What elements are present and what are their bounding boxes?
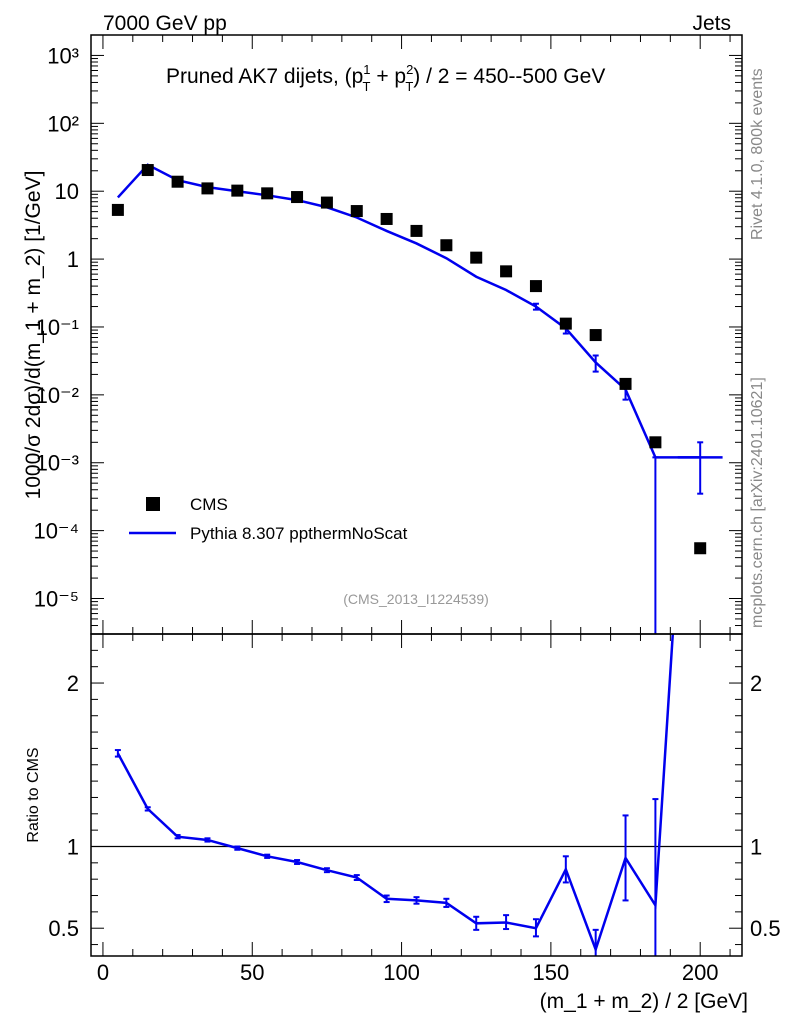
cms-data-point <box>141 164 154 177</box>
x-tick-label: 100 <box>383 960 420 985</box>
main-y-tick-label: 1 <box>67 247 79 272</box>
cms-data-point <box>500 265 513 278</box>
cms-data-point <box>559 317 572 330</box>
cms-data-point <box>350 205 363 218</box>
legend-cms-label: CMS <box>190 495 228 514</box>
ratio-y-tick-label-right: 1 <box>750 834 762 859</box>
x-tick-label: 50 <box>240 960 264 985</box>
cms-data-point <box>694 542 707 555</box>
cms-data-point <box>589 329 602 342</box>
side-label-top: Rivet 4.1.0, 800k events <box>749 68 766 240</box>
cms-data-point <box>320 196 333 209</box>
ratio-y-tick-label-left: 2 <box>67 671 79 696</box>
cms-data-point <box>231 184 244 197</box>
cms-data-point <box>171 175 184 188</box>
cms-data-point <box>261 187 274 200</box>
main-y-tick-label: 10⁻³ <box>36 451 79 476</box>
ratio-y-tick-label-left: 1 <box>67 834 79 859</box>
x-tick-label: 150 <box>533 960 570 985</box>
x-tick-label: 200 <box>682 960 719 985</box>
side-label-bottom: mcplots.cern.ch [arXiv:2401.10621] <box>749 377 766 628</box>
main-title: Pruned AK7 dijets, (p1 T + p2 T) / 2 = 450… <box>166 62 605 94</box>
cms-data-point <box>380 212 393 225</box>
cms-data-point <box>440 239 453 252</box>
main-y-tick-label: 10² <box>47 111 79 136</box>
main-panel-frame <box>90 34 743 635</box>
main-y-tick-label: 10⁻⁵ <box>34 587 79 612</box>
ratio-y-tick-label-right: 0.5 <box>750 916 781 941</box>
cms-data-point <box>529 280 542 293</box>
ratio-y-tick-label-left: 0.5 <box>48 916 79 941</box>
analysis-reference: (CMS_2013_I1224539) <box>343 591 489 607</box>
header-left: 7000 GeV pp <box>103 12 227 35</box>
ratio-y-axis-label: Ratio to CMS <box>25 747 42 842</box>
cms-data-point <box>649 436 662 449</box>
cms-data-point <box>111 203 124 216</box>
cms-data-point <box>291 191 304 204</box>
ratio-line <box>116 634 675 954</box>
main-y-tick-label: 10⁻⁴ <box>33 519 79 544</box>
cms-data-point <box>410 224 423 237</box>
main-y-axis-label: 1000/σ 2dσ)/d(m_1 + m_2) [1/GeV] <box>22 171 45 500</box>
legend: CMS Pythia 8.307 ppthermNoScat <box>129 495 408 543</box>
main-y-tick-label: 10 <box>55 179 79 204</box>
legend-cms-marker <box>146 497 160 511</box>
cms-data-point <box>201 182 214 195</box>
main-y-tick-label: 10³ <box>47 43 79 68</box>
ratio-panel-frame <box>90 633 743 957</box>
cms-data-point <box>619 377 632 390</box>
header-right: Jets <box>692 12 731 35</box>
cms-data-point <box>470 251 483 264</box>
main-y-tick-label: 10⁻² <box>36 383 79 408</box>
main-y-tick-label: 10⁻¹ <box>36 315 79 340</box>
x-tick-label: 0 <box>97 960 109 985</box>
ratio-y-tick-label-right: 2 <box>750 671 762 696</box>
mc-line <box>116 163 701 459</box>
legend-mc-label: Pythia 8.307 ppthermNoScat <box>190 524 408 543</box>
x-axis-label: (m_1 + m_2) / 2 [GeV] <box>540 990 748 1013</box>
